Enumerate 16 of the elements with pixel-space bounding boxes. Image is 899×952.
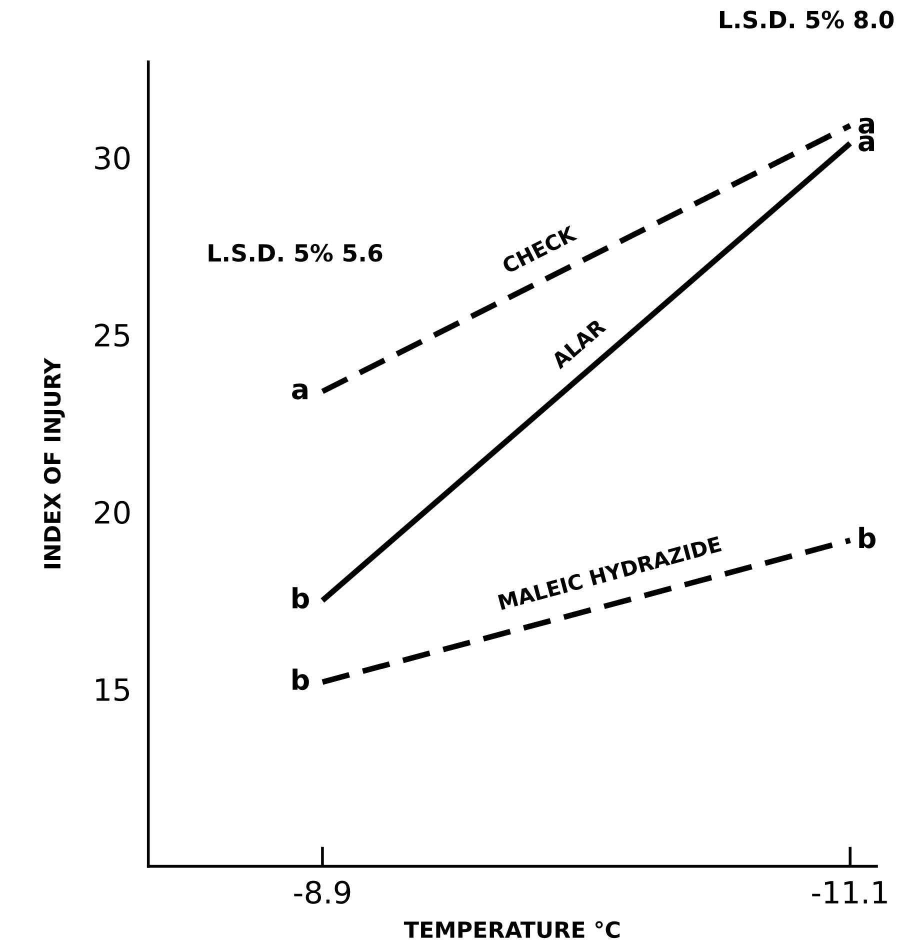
text: L.S.D. 5% 8.0: [720, 10, 894, 29]
x-tick-label: -8.9: [294, 880, 350, 904]
annotation: a: [858, 135, 874, 152]
annotation: L.S.D. 5% 5.6: [208, 244, 382, 262]
x-tick-label: -11.1: [812, 881, 887, 904]
y-tick-label: 20: [95, 500, 130, 524]
x-axis-title: TEMPERATURE °C: [404, 921, 620, 938]
annotation: b: [292, 668, 309, 690]
annotation: b: [292, 587, 309, 609]
annotation: a: [292, 384, 308, 400]
y-axis-title: INDEX OF INJURY: [44, 358, 65, 568]
annotation: a: [858, 118, 874, 134]
y-tick-label: 30: [95, 146, 130, 170]
y-tick-label: 15: [96, 678, 129, 702]
annotation: b: [859, 526, 876, 548]
y-tick-label: 25: [95, 324, 129, 347]
